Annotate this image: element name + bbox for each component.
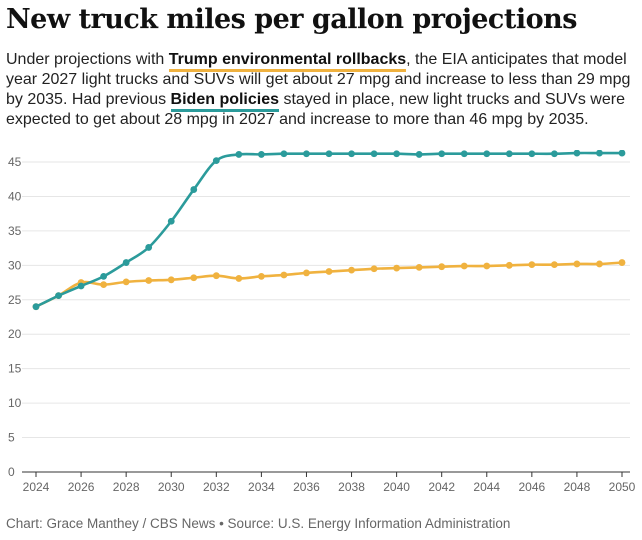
biden-series-point: [460, 150, 468, 158]
trump-series-point: [145, 277, 153, 284]
x-tick-label: 2036: [293, 480, 320, 494]
biden-series-point: [257, 151, 265, 158]
biden-series-point: [167, 217, 175, 225]
trump-series-point: [393, 264, 401, 272]
biden-series-point: [55, 292, 62, 300]
chart-footer: Chart: Grace Manthey / CBS News • Source…: [6, 516, 511, 531]
y-tick-label: 5: [8, 431, 15, 445]
biden-series-point: [415, 151, 423, 158]
trump-series-point: [573, 260, 581, 268]
trump-series-point: [257, 272, 265, 280]
biden-series-point: [190, 186, 198, 193]
trump-series-point: [415, 264, 423, 271]
trump-series-point: [438, 263, 446, 271]
biden-series-point: [438, 150, 446, 158]
x-tick-label: 2044: [473, 480, 500, 494]
biden-series-point: [122, 259, 130, 266]
biden-series-point: [212, 157, 220, 165]
subtitle-text-3: stayed in place, new light trucks and SU…: [6, 91, 625, 128]
chart-title: New truck miles per gallon projections: [6, 4, 577, 35]
y-tick-label: 25: [8, 293, 22, 307]
biden-series-point: [100, 272, 108, 280]
y-tick-label: 40: [8, 189, 22, 203]
trump-series-point: [370, 265, 378, 273]
x-tick-label: 2046: [518, 480, 545, 494]
x-tick-label: 2040: [383, 480, 410, 494]
chart-subtitle: Under projections with Trump environment…: [6, 50, 636, 130]
biden-series-point: [77, 282, 85, 290]
x-tick-label: 2028: [113, 480, 140, 494]
trump-series-point: [190, 274, 198, 282]
series-layer: [32, 150, 626, 311]
trump-series-point: [596, 260, 603, 268]
x-tick-label: 2038: [338, 480, 365, 494]
trump-series-point: [528, 261, 536, 269]
biden-highlight-label: Biden policies: [170, 91, 280, 112]
x-tick-label: 2024: [23, 480, 50, 494]
biden-series-point: [280, 150, 288, 158]
x-tick-label: 2042: [428, 480, 455, 494]
biden-series-point: [325, 150, 333, 158]
trump-series-point: [483, 262, 491, 270]
y-tick-label: 45: [8, 155, 22, 169]
trump-series-point: [100, 281, 108, 289]
y-tick-label: 20: [8, 327, 22, 341]
biden-series-point: [528, 150, 536, 158]
trump-series-point: [122, 278, 130, 286]
y-tick-label: 15: [8, 362, 22, 376]
biden-series-point: [550, 150, 558, 158]
trump-series-point: [167, 276, 175, 284]
trump-highlight-label: Trump environmental rollbacks: [168, 51, 407, 72]
x-tick-label: 2030: [158, 480, 185, 494]
biden-series-point: [235, 151, 243, 158]
trump-series-point: [505, 261, 513, 269]
y-tick-label: 30: [8, 258, 22, 272]
biden-series-point: [370, 150, 378, 158]
biden-series-point: [483, 150, 491, 158]
y-tick-label: 10: [8, 396, 22, 410]
x-axis-ticks: 2024 2026 2028 2030 2032 2034 2036 2038 2040 2042…: [23, 472, 636, 494]
biden-series-point: [573, 150, 581, 157]
x-tick-label: 2026: [68, 480, 95, 494]
trump-series-point: [303, 269, 310, 277]
gridlines: [22, 161, 630, 473]
biden-series-point: [393, 150, 401, 158]
biden-series-point: [618, 150, 626, 157]
trump-series-point: [348, 266, 355, 274]
biden-series-point: [145, 244, 153, 251]
trump-series-point: [235, 275, 243, 282]
y-axis-ticks: 0 5 10 15 20 25 30 35 40 45: [8, 155, 22, 479]
x-tick-label: 2048: [564, 480, 591, 494]
trump-series-point: [325, 268, 333, 275]
biden-series-point: [32, 303, 40, 311]
x-tick-label: 2032: [203, 480, 230, 494]
biden-series-point: [348, 150, 355, 158]
biden-series: [32, 150, 626, 311]
trump-series-point: [212, 272, 220, 280]
trump-series-point: [550, 261, 558, 269]
x-tick-label: 2050: [609, 480, 636, 494]
biden-series-point: [505, 150, 513, 158]
trump-series-point: [280, 271, 288, 279]
trump-series-point: [460, 262, 468, 270]
subtitle-text-1: Under projections with: [6, 51, 169, 68]
subtitle-text-2: , the EIA anticipates that model year 20…: [6, 51, 631, 108]
biden-series-point: [596, 150, 603, 157]
x-tick-label: 2034: [248, 480, 275, 494]
trump-series-point: [618, 259, 626, 266]
y-tick-label: 35: [8, 224, 22, 238]
biden-series-point: [303, 150, 310, 158]
y-tick-label: 0: [8, 465, 15, 479]
